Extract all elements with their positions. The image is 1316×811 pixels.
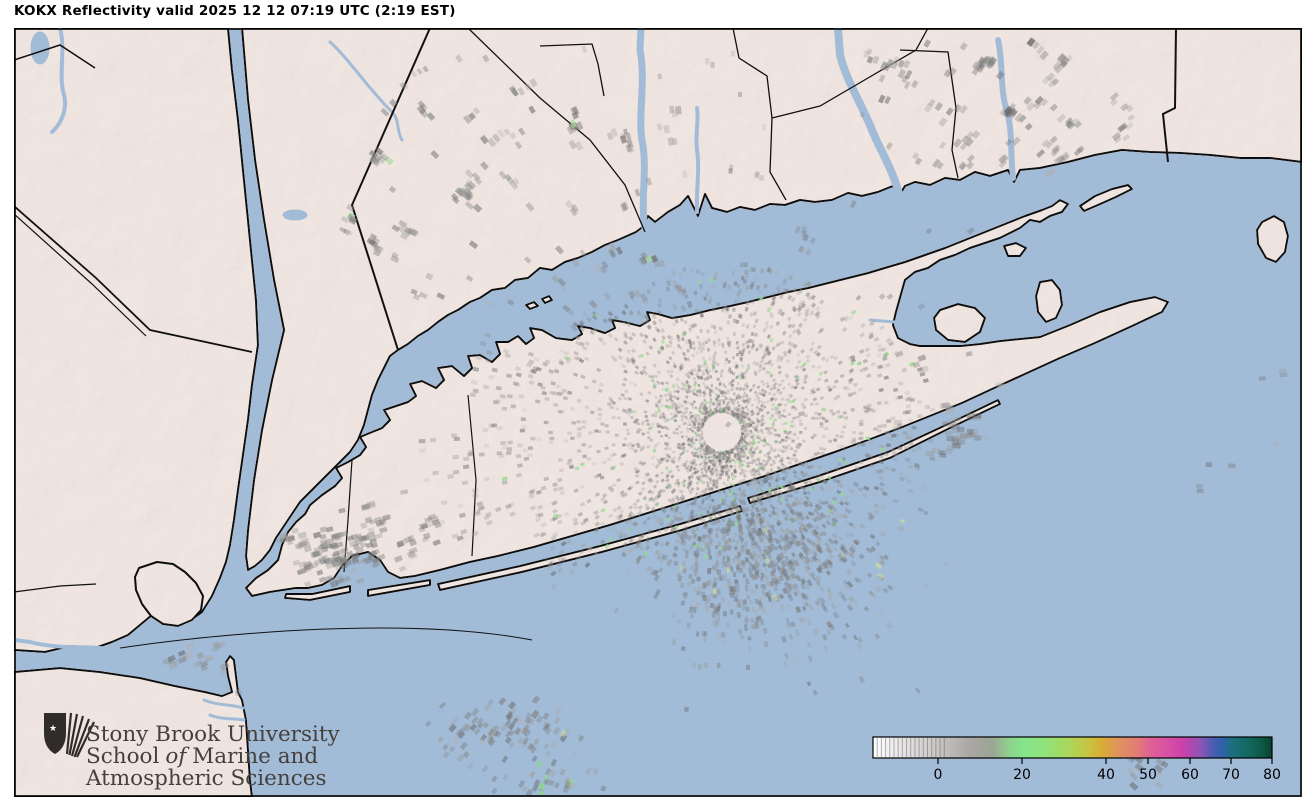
rivers (14, 28, 1193, 722)
river-peconic (868, 318, 897, 324)
county-line-ct-c (732, 28, 787, 201)
barrier-island-westhampton (747, 399, 1001, 504)
barrier-island-rockaway (284, 585, 351, 601)
border-nj-ny-1 (14, 205, 253, 353)
river-quinnipiac (694, 106, 701, 214)
logo-line-1: Stony Brook University (86, 722, 341, 747)
reservoir-croton (282, 209, 308, 221)
landmass-long-island (245, 199, 1169, 597)
colorbar-gradient-bar (872, 736, 1273, 759)
county-line-ct-a (467, 28, 646, 233)
county-line-queens-nassau (343, 459, 353, 573)
stony-brook-shield-icon: ★ (44, 712, 95, 758)
border-nj-ny-2 (14, 213, 147, 337)
landmass-staten-island (134, 561, 204, 627)
logo-line-2: School of Marine and (86, 744, 318, 769)
islet-norwalk-1 (525, 301, 539, 310)
river-navesink (202, 698, 245, 710)
county-line-ct-d (771, 28, 929, 119)
county-line-nassau-suffolk (467, 394, 477, 557)
map-canvas: 0 20 40 50 60 70 80 ★ Stony Brook University (14, 28, 1302, 797)
land-terrain (14, 28, 1302, 797)
svg-text:0: 0 (934, 767, 943, 783)
island-fishers (1079, 184, 1133, 212)
county-line-nj (14, 583, 97, 593)
shield-star-icon: ★ (49, 724, 57, 734)
map-title: KOKX Reflectivity valid 2025 12 12 07:19… (14, 3, 456, 19)
svg-text:80: 80 (1263, 767, 1281, 783)
lake-greenwood (30, 31, 50, 65)
pond-ri-coast-3 (1183, 238, 1193, 246)
river-housatonic (636, 28, 649, 232)
river-croton (328, 40, 404, 142)
islet-norwalk-2 (541, 295, 553, 304)
river-connecticut (834, 28, 903, 198)
colorbar-ticks: 0 20 40 50 60 70 80 (934, 758, 1281, 783)
pond-ri-coast-1 (1146, 239, 1158, 247)
map-frame (14, 28, 1302, 797)
colorbar-segment-lines (876, 738, 945, 757)
island-shelter (933, 303, 986, 343)
stony-brook-logo: ★ Stony Brook University School of Marine … (44, 712, 341, 791)
svg-text:50: 50 (1139, 767, 1157, 783)
logo-line-3: Atmospheric Sciences (85, 766, 327, 791)
svg-text:60: 60 (1181, 767, 1199, 783)
border-ny-ct (350, 28, 431, 351)
island-gardiners (1035, 279, 1063, 323)
svg-text:70: 70 (1222, 767, 1240, 783)
barrier-island-fire-island (437, 505, 743, 591)
landmass-new-jersey-north (14, 28, 259, 653)
landmass-new-jersey-shore (14, 655, 253, 797)
marine-boundary-lower-bay (119, 627, 533, 649)
border-ct-ri (1161, 28, 1177, 163)
radar-map-svg: 0 20 40 50 60 70 80 ★ Stony Brook University (14, 28, 1302, 797)
barrier-island-long-beach (367, 579, 431, 597)
colorbar: 0 20 40 50 60 70 80 (872, 736, 1281, 783)
political-boundaries (14, 28, 1177, 649)
river-thames (995, 37, 1016, 181)
river-shrewsbury (208, 713, 246, 722)
radar-reflectivity-echoes (162, 37, 1288, 797)
landmass-connecticut (241, 28, 1302, 571)
border-ny-corner (14, 44, 96, 69)
pond-ri-coast-2 (1164, 242, 1176, 250)
island-block (1256, 215, 1289, 263)
island-plum (1003, 242, 1027, 257)
svg-text:20: 20 (1013, 767, 1031, 783)
svg-text:40: 40 (1097, 767, 1115, 783)
river-raritan (14, 638, 120, 652)
county-line-ct-e (899, 49, 959, 179)
county-line-ct-b (539, 43, 605, 97)
shield-rays-icon (65, 712, 95, 758)
